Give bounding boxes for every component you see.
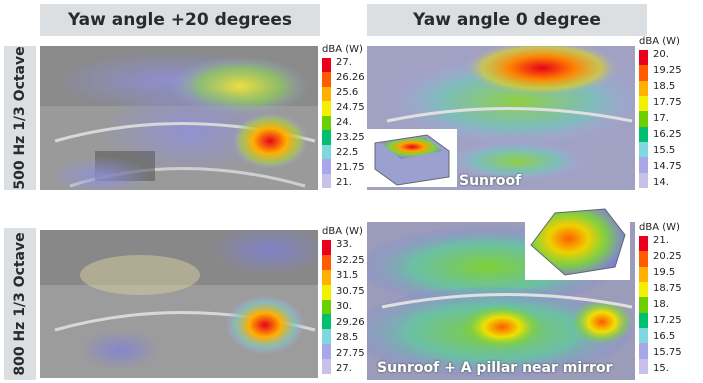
scale-swatch [322,329,331,345]
header-yaw-20: Yaw angle +20 degrees [40,4,320,36]
scale-tick-label: 26.26 [336,72,365,83]
scale-tick-label: 23.25 [336,132,365,143]
scale-tick-label: 32.25 [336,254,365,266]
color-scale-tl: dBA (W) 27. 26.26 25.6 24.75 24. 23.25 22.5 21.7… [322,44,365,190]
scale-swatch [322,115,331,131]
scale-tick-label: 29.26 [336,316,365,328]
row-label-800hz-box: 800 Hz 1/3 Octave [4,228,36,380]
scale-swatch [639,65,648,81]
scale-swatch [639,312,648,328]
scale-tick-label: 18.75 [653,283,682,294]
color-scale-bl: dBA (W) 33. 32.25 31.5 30.75 30. 29.26 28.5 27.7… [322,226,365,376]
scale-tick-label: 17. [653,113,669,124]
scale-title: dBA (W) [639,222,680,233]
scale-swatch [639,266,648,282]
row-label-500hz-box: 500 Hz 1/3 Octave [4,46,36,190]
scale-swatch [322,58,331,73]
color-scale-br: dBA (W) 21. 20.25 19.5 18.75 18. 17.25 16.5 15.7… [639,222,701,376]
caption-sunroof: Sunroof [459,173,522,189]
scale-swatch [639,50,648,66]
scale-tick-label: 15.5 [653,145,676,156]
scale-tick-label: 17.25 [653,315,682,326]
scale-tick-label: 15.75 [653,347,682,358]
scale-swatch [639,358,648,374]
scale-tick-label: 21. [653,235,669,246]
scale-swatch [322,72,331,87]
scale-title: dBA (W) [639,36,680,47]
row-label-500hz: 500 Hz 1/3 Octave [12,46,28,190]
scale-swatch [322,314,331,330]
scale-tick-label: 16.5 [653,331,676,342]
scale-swatch [322,144,331,160]
scale-tick-label: 14.75 [653,161,682,172]
scale-tick-label: 33. [336,239,352,250]
row-label-800hz: 800 Hz 1/3 Octave [12,232,28,376]
scale-swatch [639,281,648,298]
scale-swatch [322,359,331,374]
scale-tick-label: 31.5 [336,270,359,281]
scale-swatch [322,173,331,188]
scale-tick-label: 27.75 [336,347,365,359]
scale-swatch [639,157,648,173]
scale-tick-label: 30. [336,301,352,312]
scale-bar [322,240,331,374]
scale-tick-label: 24.75 [336,102,365,113]
scale-tick-label: 20. [653,49,669,60]
scale-bar [322,58,331,188]
sunroof-pillar-inset [525,205,630,280]
scale-tick-label: 19.5 [653,267,676,278]
scale-tick-label: 19.25 [653,65,682,76]
scale-tick-label: 25.6 [336,87,359,98]
scale-bar [639,236,648,374]
scale-tick-label: 17.75 [653,97,682,108]
scale-swatch [639,172,648,188]
acoustic-map-br [367,222,635,380]
scale-tick-label: 18.5 [653,81,676,92]
acoustic-map-tl [40,46,318,190]
scale-tick-label: 14. [653,177,669,188]
scale-tick-label: 21.75 [336,162,365,173]
scale-tick-label: 16.25 [653,129,682,140]
scale-title: dBA (W) [322,226,363,237]
scale-tick-label: 20.25 [653,251,682,262]
scale-swatch [322,159,331,174]
scale-swatch [639,141,648,158]
scale-swatch [639,126,648,142]
sunroof-inset [367,129,457,187]
scale-title: dBA (W) [322,44,363,55]
scale-tick-label: 28.5 [336,332,359,343]
scale-swatch [639,343,648,359]
scale-swatch [639,297,648,313]
scale-swatch [322,130,331,145]
header-yaw-0: Yaw angle 0 degree [367,4,647,36]
scale-tick-label: 15. [653,363,669,374]
scale-swatch [322,344,331,359]
color-scale-tr: dBA (W) 20. 19.25 18.5 17.75 17. 16.25 15.5 14.7… [639,36,701,190]
scale-swatch [639,80,648,96]
scale-tick-label: 24. [336,117,352,128]
scale-tick-label: 27. [336,363,352,374]
caption-sunroof-pillar: Sunroof + A pillar near mirror [377,360,613,376]
scale-swatch [639,327,648,344]
scale-swatch [322,240,331,255]
scale-swatch [639,251,648,267]
scale-swatch [322,284,331,300]
scale-swatch [322,101,331,116]
scale-tick-label: 21. [336,177,352,188]
scale-bar [639,50,648,188]
scale-swatch [322,269,331,285]
scale-swatch [322,254,331,270]
scale-swatch [322,299,331,315]
scale-tick-label: 18. [653,299,669,310]
scale-tick-label: 22.5 [336,147,359,158]
scale-swatch [639,236,648,252]
scale-tick-label: 27. [336,57,352,68]
scale-swatch [639,95,648,112]
scale-swatch [639,111,648,127]
scale-swatch [322,86,331,102]
scale-tick-label: 30.75 [336,285,365,297]
acoustic-map-bl [40,230,318,378]
